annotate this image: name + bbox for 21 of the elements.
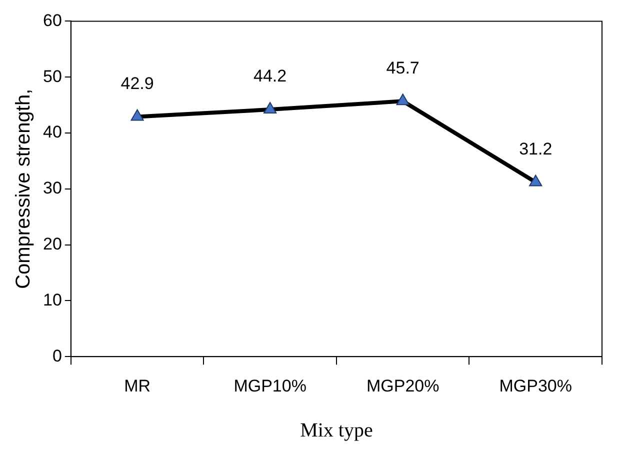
y-tick-label: 0 xyxy=(52,346,62,366)
x-axis-title: Mix type xyxy=(300,419,373,442)
x-tick-label: MR xyxy=(124,376,151,396)
point xyxy=(396,94,410,106)
x-tick-label: MGP30% xyxy=(499,376,572,396)
data-label: 42.9 xyxy=(120,74,154,93)
data-label: 45.7 xyxy=(386,58,420,78)
data-label: 44.2 xyxy=(254,66,287,86)
point xyxy=(130,109,144,121)
y-tick-label: 50 xyxy=(42,66,62,86)
y-tick-label: 60 xyxy=(42,10,62,30)
y-axis-title: Compressive strength, xyxy=(12,88,35,289)
data-label: 31.2 xyxy=(519,139,552,158)
y-tick-label: 20 xyxy=(42,234,62,254)
x-tick-label: MGP10% xyxy=(234,376,306,396)
y-tick-label: 10 xyxy=(42,290,62,310)
x-tick-label: MGP20% xyxy=(366,376,440,396)
point xyxy=(264,102,277,114)
y-tick-label: 30 xyxy=(42,178,62,198)
y-tick-label: 40 xyxy=(42,122,62,142)
point xyxy=(529,174,542,186)
